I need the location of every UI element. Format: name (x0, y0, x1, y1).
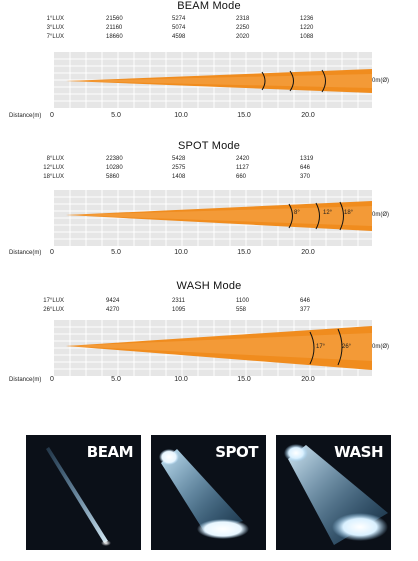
lux-angle: 26°LUX (43, 307, 64, 313)
lux-angle: 7°LUX (46, 34, 64, 40)
beam-mode-title: BEAM Mode (177, 0, 241, 12)
lux-value: 2318 (236, 16, 250, 22)
distance-tick: 15.0 (237, 376, 251, 383)
spot-lux-row: 12°LUX 10280 2575 1127 646 (0, 165, 418, 173)
lux-value: 558 (236, 307, 247, 313)
lux-value: 4270 (106, 307, 120, 313)
lux-value: 4598 (172, 34, 186, 40)
wash-lux-row: 17°LUX 9424 2311 1100 646 (0, 298, 418, 306)
lux-angle: 8°LUX (46, 156, 64, 162)
distance-tick: 0 (50, 376, 54, 383)
distance-tick: 15.0 (237, 112, 251, 119)
lux-value: 10280 (106, 165, 123, 171)
lux-value: 646 (300, 165, 311, 171)
lux-value: 5428 (172, 156, 186, 162)
beam-diagram (54, 52, 372, 108)
distance-tick: 5.0 (111, 112, 121, 119)
lux-value: 18660 (106, 34, 123, 40)
lux-value: 1319 (300, 156, 314, 162)
spot-lux-row: 8°LUX 22380 5428 2420 1319 (0, 156, 418, 164)
beam-lux-row: 1°LUX 21560 5274 2318 1236 (0, 16, 418, 24)
distance-tick: 10.0 (174, 249, 188, 256)
lux-value: 21160 (106, 25, 123, 31)
spot-angle-mark: 12° (323, 210, 333, 216)
lux-value: 2020 (236, 34, 250, 40)
beam-lux-row: 3°LUX 21160 5074 2250 1220 (0, 25, 418, 33)
spot-angle-mark: 18° (344, 210, 354, 216)
lux-value: 5274 (172, 16, 186, 22)
distance-tick: 5.0 (111, 376, 121, 383)
lux-value: 1220 (300, 25, 314, 31)
distance-label: Distance(m) (9, 250, 42, 256)
beam-mode-section: BEAM Mode 1°LUX 21560 5274 2318 1236 3°L… (0, 0, 418, 130)
lux-value: 5860 (106, 174, 120, 180)
wash-angle-mark: 17° (316, 344, 326, 350)
lux-value: 1408 (172, 174, 186, 180)
diameter-label: 0m(Ø) (372, 344, 389, 350)
lux-value: 22380 (106, 156, 123, 162)
spot-lux-row: 18°LUX 5860 1408 660 370 (0, 174, 418, 182)
distance-tick: 5.0 (111, 249, 121, 256)
distance-tick: 15.0 (237, 249, 251, 256)
lux-value: 1100 (236, 298, 249, 304)
distance-label: Distance(m) (9, 113, 42, 119)
distance-tick: 20.0 (301, 249, 315, 256)
wash-diagram (54, 320, 372, 376)
beam-photo-label: BEAM (86, 443, 134, 461)
spot-mode-section: SPOT Mode 8°LUX 22380 5428 2420 1319 12°… (0, 140, 418, 270)
lux-value: 370 (300, 174, 311, 180)
distance-tick: 20.0 (301, 376, 315, 383)
wash-angle-mark: 26° (342, 344, 352, 350)
wash-lux-row: 26°LUX 4270 1095 558 377 (0, 307, 418, 315)
lux-angle: 1°LUX (46, 16, 64, 22)
distance-tick: 10.0 (174, 376, 188, 383)
lux-angle: 12°LUX (43, 165, 64, 171)
lux-value: 377 (300, 307, 311, 313)
lux-value: 1127 (236, 165, 249, 171)
beam-lux-row: 7°LUX 18660 4598 2020 1088 (0, 34, 418, 42)
lux-value: 21560 (106, 16, 123, 22)
lux-angle: 17°LUX (43, 298, 64, 304)
lux-value: 1236 (300, 16, 314, 22)
spot-photo-label: SPOT (215, 443, 258, 461)
diameter-label: 0m(Ø) (372, 78, 389, 84)
spot-diagram (54, 190, 372, 246)
distance-tick: 0 (50, 249, 54, 256)
lux-value: 2311 (172, 298, 185, 304)
wash-photo-label: WASH (334, 443, 383, 461)
lux-value: 2575 (172, 165, 186, 171)
wash-photo: WASH (276, 435, 391, 550)
lux-value: 1088 (300, 34, 314, 40)
diameter-label: 0m(Ø) (372, 212, 389, 218)
beam-photo: BEAM (26, 435, 141, 550)
lux-value: 660 (236, 174, 247, 180)
spot-light-image (159, 449, 249, 539)
spot-mode-title: SPOT Mode (177, 140, 241, 152)
lux-value: 1095 (172, 307, 186, 313)
distance-tick: 20.0 (301, 112, 315, 119)
distance-tick: 0 (50, 112, 54, 119)
distance-label: Distance(m) (9, 377, 42, 383)
wash-light-image (284, 444, 388, 545)
wash-mode-title: WASH Mode (176, 280, 242, 292)
lux-value: 2250 (236, 25, 250, 31)
beam-light-image (46, 447, 111, 546)
distance-tick: 10.0 (174, 112, 188, 119)
lux-value: 9424 (106, 298, 120, 304)
spot-photo: SPOT (151, 435, 266, 550)
lux-angle: 3°LUX (46, 25, 64, 31)
spot-angle-mark: 8° (294, 210, 300, 216)
lux-value: 5074 (172, 25, 186, 31)
lux-angle: 18°LUX (43, 174, 64, 180)
wash-mode-section: WASH Mode 17°LUX 9424 2311 1100 646 26°L… (0, 280, 418, 410)
lux-value: 646 (300, 298, 311, 304)
lux-value: 2420 (236, 156, 250, 162)
